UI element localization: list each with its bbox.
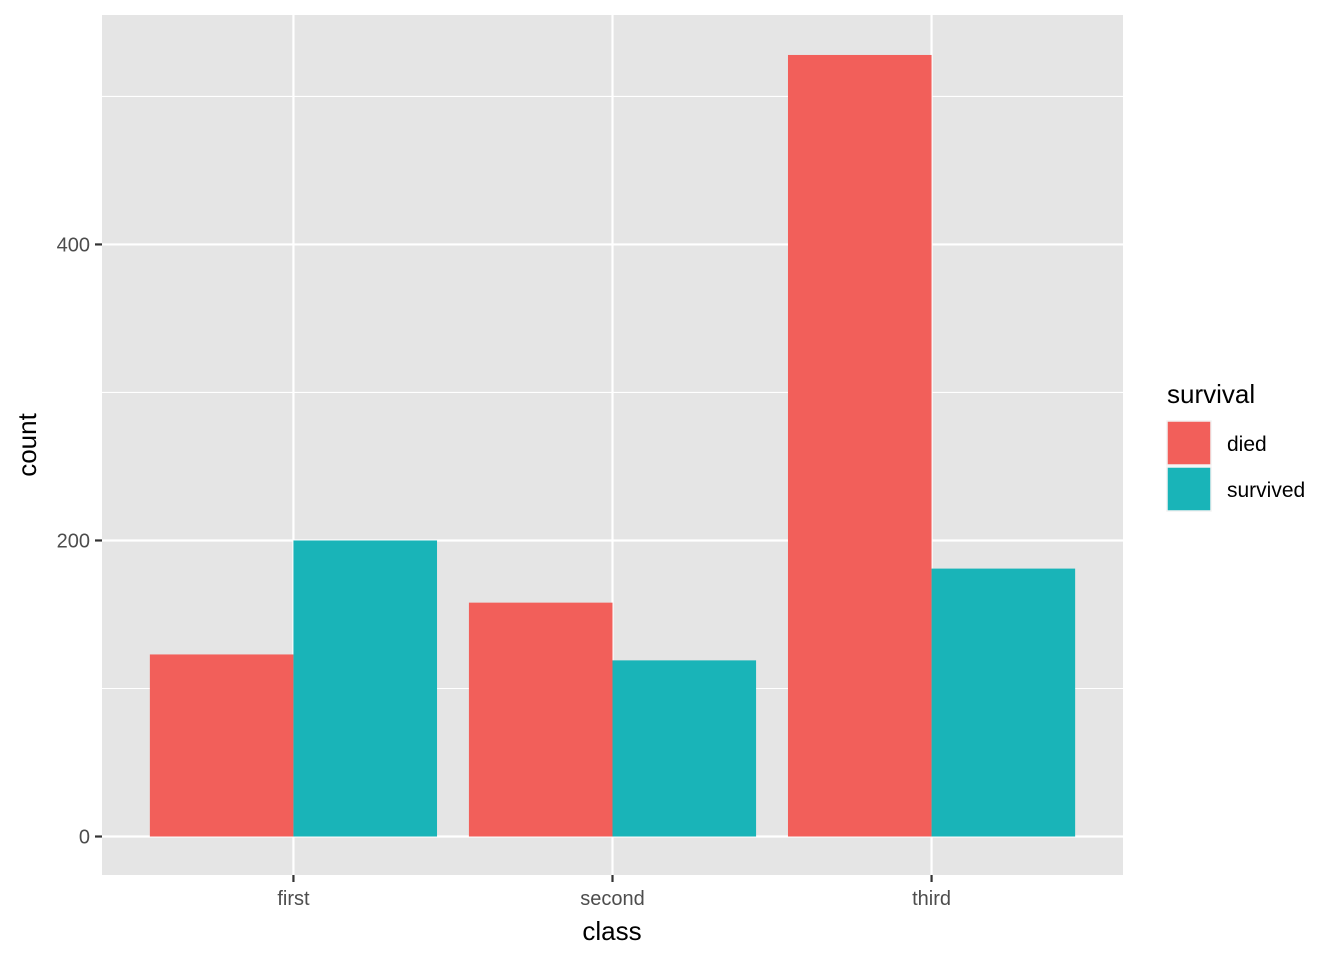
legend: survival died survived xyxy=(1166,379,1305,512)
y-tick-label: 200 xyxy=(57,530,90,552)
x-axis: first second third xyxy=(277,875,951,910)
legend-label-survived: survived xyxy=(1227,479,1305,502)
legend-key-survived xyxy=(1166,466,1212,512)
x-tick-label: third xyxy=(912,888,951,910)
bar-died-second xyxy=(468,602,613,837)
bar-survived-second xyxy=(612,660,757,837)
bars xyxy=(149,54,1076,837)
bar-died-third xyxy=(787,54,932,837)
bar-survived-first xyxy=(293,540,438,837)
y-axis-title: count xyxy=(12,412,42,476)
x-tick-label: second xyxy=(580,888,645,910)
legend-title: survival xyxy=(1167,379,1255,409)
y-axis: 0 200 400 xyxy=(57,234,102,849)
legend-key-died xyxy=(1166,420,1212,466)
legend-items: died survived xyxy=(1166,420,1305,512)
x-tick-label: first xyxy=(277,888,310,910)
bar-died-first xyxy=(149,654,294,837)
legend-label-died: died xyxy=(1227,433,1267,456)
y-tick-label: 400 xyxy=(57,234,90,256)
x-axis-title: class xyxy=(582,916,641,946)
bar-survived-third xyxy=(931,568,1076,837)
y-tick-label: 0 xyxy=(79,827,90,849)
